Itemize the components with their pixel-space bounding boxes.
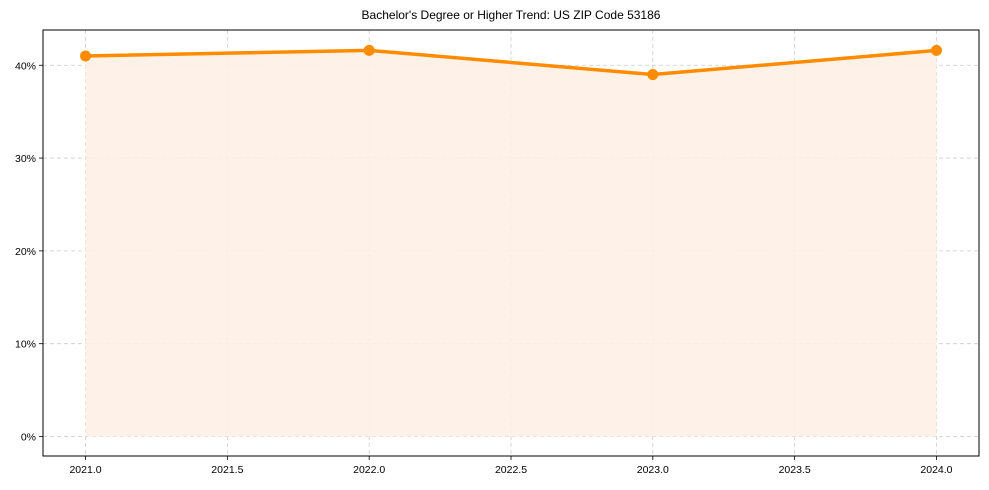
x-tick-label: 2022.0: [353, 464, 385, 476]
x-axis: 2021.0 2021.5 2022.0 2022.5 2023.0 2023.5 2024…: [69, 456, 953, 476]
x-tick-label: 2021.5: [211, 464, 243, 476]
x-tick-label: 2024.0: [920, 464, 952, 476]
x-tick-label: 2021.0: [69, 464, 101, 476]
y-tick-label: 0%: [21, 432, 36, 444]
y-tick-label: 40%: [15, 60, 36, 72]
y-tick-label: 20%: [15, 246, 36, 258]
x-tick-label: 2022.5: [495, 464, 527, 476]
y-tick-label: 30%: [15, 153, 36, 165]
data-line: [85, 48, 937, 77]
y-axis: 0% 10% 20% 30% 40%: [15, 60, 43, 444]
area-fill: [85, 50, 937, 437]
x-tick-label: 2023.5: [779, 464, 811, 476]
y-tick-label: 10%: [15, 339, 36, 351]
data-point-marker: [930, 44, 942, 56]
chart-title: Bachelor's Degree or Higher Trend: US ZI…: [361, 8, 661, 22]
data-point-marker: [80, 50, 92, 62]
data-point-marker: [647, 69, 659, 81]
x-tick-label: 2023.0: [637, 464, 669, 476]
data-point-marker: [363, 44, 375, 56]
data-points: [80, 44, 942, 81]
